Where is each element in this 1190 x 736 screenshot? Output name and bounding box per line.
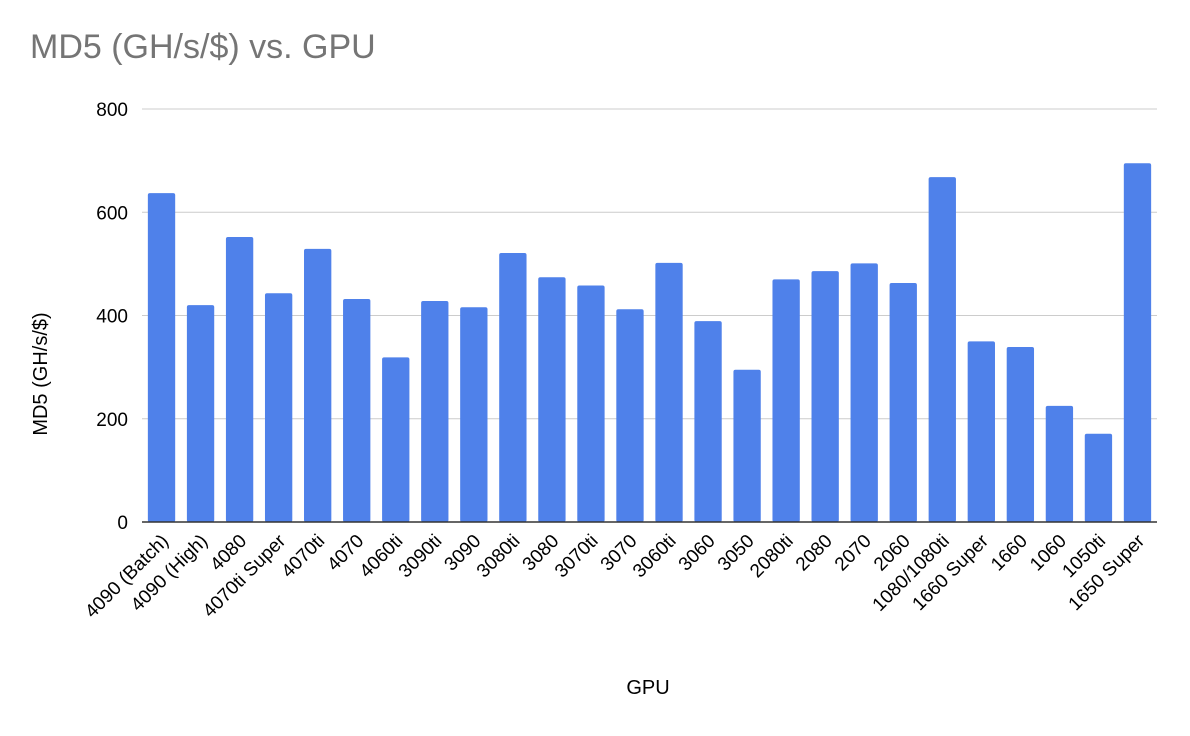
y-tick-labels: 0 200 400 600 800 [96, 100, 128, 534]
x-tick-label: 3090ti [395, 531, 446, 582]
bar [147, 193, 176, 522]
bar [1123, 163, 1152, 523]
bar [264, 293, 293, 522]
y-tick-label: 400 [96, 307, 128, 328]
x-tick-label: 1660 [987, 531, 1032, 576]
bar [343, 298, 371, 522]
x-tick-label: 2080ti [746, 531, 797, 582]
chart-title: MD5 (GH/s/$) vs. GPU [30, 28, 376, 66]
bar [499, 253, 527, 522]
bar [616, 309, 644, 522]
x-tick-label: 2080 [792, 531, 837, 576]
bar [850, 263, 878, 522]
bar [967, 341, 995, 522]
x-tick-label: 3060ti [629, 531, 680, 582]
x-tick-label: 3060 [675, 531, 720, 576]
bar [811, 271, 839, 522]
bar [1084, 433, 1113, 522]
x-axis-title: GPU [626, 677, 669, 699]
bar [733, 369, 761, 522]
y-tick-label: 0 [117, 513, 128, 534]
bar [421, 301, 449, 522]
bar [538, 277, 566, 522]
bar [577, 285, 605, 522]
bar [694, 321, 722, 522]
x-tick-label: 3070ti [551, 531, 602, 582]
x-tick-label: 4070ti [278, 531, 329, 582]
x-tick-label: 2070 [831, 531, 876, 576]
bar [889, 282, 917, 522]
bars [147, 163, 1152, 523]
gridlines [142, 108, 1157, 420]
bar [1045, 405, 1074, 522]
bar [928, 177, 956, 522]
y-tick-label: 200 [96, 410, 128, 431]
bar [382, 357, 410, 522]
y-axis-title: MD5 (GH/s/$) [30, 312, 52, 435]
bar [460, 307, 488, 522]
bar [304, 248, 332, 522]
y-tick-label: 800 [96, 100, 128, 121]
bar [772, 279, 800, 522]
bar [186, 305, 215, 522]
bar [1006, 346, 1035, 522]
bar [225, 237, 254, 522]
x-tick-label: 4060ti [356, 531, 407, 582]
y-tick-label: 600 [96, 203, 128, 224]
x-tick-label: 3080ti [473, 531, 524, 582]
bar [655, 262, 683, 522]
